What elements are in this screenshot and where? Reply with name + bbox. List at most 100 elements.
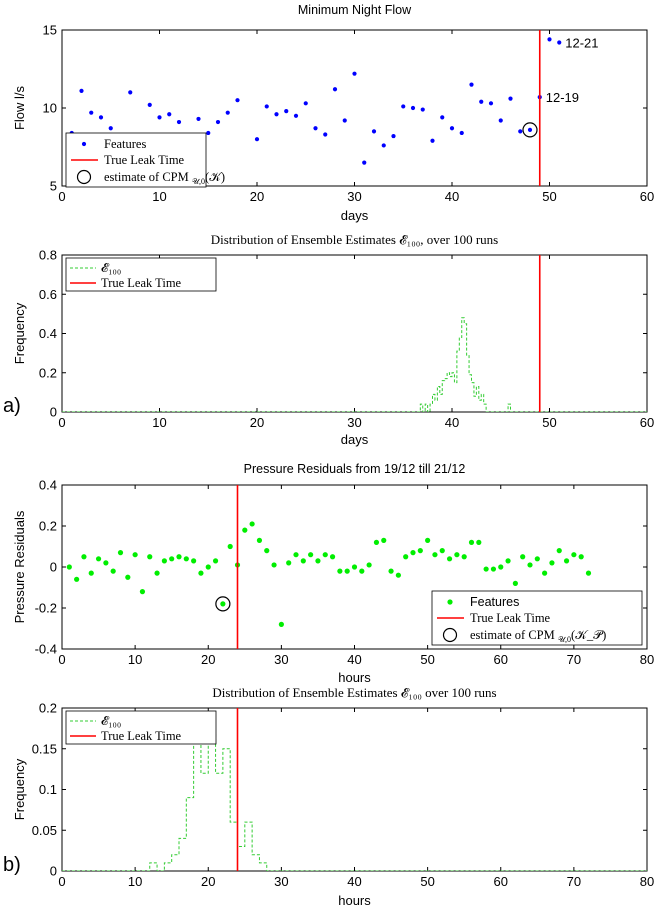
- x-tick-label: 70: [567, 652, 581, 667]
- data-point: [542, 570, 548, 576]
- x-tick-label: 40: [347, 874, 361, 889]
- data-point: [128, 90, 133, 95]
- y-tick-label: 0: [50, 864, 57, 879]
- data-point: [403, 554, 409, 560]
- legend-label-cpm: estimate of CPM 𝒰,0(𝒦): [104, 170, 225, 186]
- x-tick-label: 0: [58, 874, 65, 889]
- data-point: [557, 40, 562, 45]
- x-tick-label: 40: [445, 415, 459, 430]
- data-point: [410, 550, 416, 556]
- data-point: [110, 568, 116, 574]
- chart-title: Distribution of Ensemble Estimates 𝓔₁₀₀ …: [212, 685, 496, 700]
- y-tick-label: 0.6: [39, 287, 57, 302]
- data-point: [417, 548, 423, 554]
- x-tick-label: 80: [640, 874, 654, 889]
- data-point: [371, 129, 377, 134]
- y-tick-label: 0.2: [39, 365, 57, 380]
- chart-panel-3: Pressure Residuals from 19/12 till 21/12…: [12, 462, 654, 685]
- data-point: [446, 556, 453, 562]
- data-point: [461, 554, 467, 560]
- legend-label-leak: True Leak Time: [470, 611, 551, 625]
- data-point: [225, 110, 230, 115]
- data-point: [303, 101, 308, 106]
- data-point: [264, 104, 269, 109]
- data-point: [220, 601, 226, 607]
- x-tick-label: 60: [494, 652, 508, 667]
- data-point: [512, 580, 518, 587]
- x-tick-label: 60: [494, 874, 508, 889]
- data-point: [342, 118, 347, 123]
- data-point: [337, 568, 343, 574]
- x-axis-label: days: [341, 208, 369, 223]
- data-point: [154, 570, 160, 576]
- point-annotation: 12-21: [565, 35, 598, 50]
- chart-panel-2: Distribution of Ensemble Estimates 𝓔₁₀₀,…: [12, 232, 654, 447]
- data-point: [198, 570, 204, 576]
- x-tick-label: 50: [542, 189, 556, 204]
- x-tick-label: 20: [201, 874, 215, 889]
- data-point: [176, 554, 182, 560]
- legend-marker-features: [447, 599, 453, 605]
- legend-label-features: Features: [470, 595, 519, 609]
- y-tick-label: 0.4: [39, 478, 57, 493]
- data-point: [227, 543, 233, 550]
- data-point: [483, 566, 489, 572]
- data-point: [286, 560, 292, 566]
- y-tick-label: 0.2: [39, 519, 57, 534]
- data-point: [249, 521, 255, 527]
- x-tick-label: 30: [274, 874, 288, 889]
- data-point: [440, 115, 445, 120]
- data-point: [215, 119, 221, 125]
- x-tick-label: 60: [640, 189, 654, 204]
- legend-label-features: Features: [104, 137, 146, 151]
- x-tick-label: 80: [640, 652, 654, 667]
- x-tick-label: 0: [58, 415, 65, 430]
- data-point: [293, 113, 299, 118]
- chart-title: Minimum Night Flow: [298, 3, 412, 17]
- y-tick-label: 10: [43, 101, 57, 116]
- data-point: [183, 556, 189, 562]
- data-point: [449, 126, 455, 131]
- data-point: [147, 554, 153, 560]
- data-point: [323, 132, 328, 137]
- y-tick-label: 5: [50, 179, 57, 194]
- x-tick-label: 20: [201, 652, 215, 667]
- data-point: [196, 116, 201, 122]
- data-point: [271, 562, 277, 568]
- data-point: [315, 558, 321, 564]
- data-point: [256, 537, 263, 543]
- y-axis-label: Flow l/s: [12, 85, 27, 130]
- y-tick-label: 0.15: [32, 741, 57, 756]
- ensemble-step-series: [62, 731, 647, 871]
- legend-box: [65, 257, 217, 292]
- data-point: [308, 552, 314, 558]
- data-point: [212, 558, 219, 564]
- legend-label-leak: True Leak Time: [104, 153, 185, 167]
- data-point: [161, 558, 167, 564]
- data-point: [498, 564, 504, 570]
- data-point: [278, 621, 284, 628]
- legend-marker-cpm: [76, 169, 92, 185]
- y-tick-label: 0.1: [39, 782, 57, 797]
- data-point: [66, 564, 72, 570]
- data-point: [527, 562, 533, 568]
- x-tick-label: 10: [128, 874, 142, 889]
- y-tick-label: 15: [43, 23, 57, 38]
- data-point: [508, 96, 513, 101]
- x-tick-label: 10: [152, 189, 166, 204]
- chart-title: Pressure Residuals from 19/12 till 21/12: [244, 462, 466, 476]
- x-tick-label: 30: [274, 652, 288, 667]
- cpm-estimate-marker: [522, 122, 538, 138]
- data-point: [103, 560, 109, 566]
- legend-label-leak: True Leak Time: [101, 276, 182, 290]
- data-point: [157, 115, 162, 120]
- x-tick-label: 50: [420, 652, 434, 667]
- data-point: [242, 527, 248, 533]
- data-point: [534, 556, 540, 562]
- chart-panel-4: Distribution of Ensemble Estimates 𝓔₁₀₀ …: [12, 685, 654, 908]
- data-point: [469, 82, 474, 87]
- plot-area: [62, 708, 647, 871]
- y-tick-label: 0.05: [32, 823, 57, 838]
